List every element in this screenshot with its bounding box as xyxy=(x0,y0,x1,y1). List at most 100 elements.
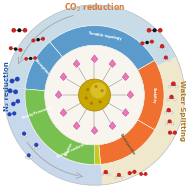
Polygon shape xyxy=(55,91,62,98)
Polygon shape xyxy=(127,91,134,98)
Circle shape xyxy=(16,99,20,104)
Circle shape xyxy=(20,135,23,137)
Wedge shape xyxy=(138,60,164,130)
Circle shape xyxy=(86,88,89,91)
Polygon shape xyxy=(73,122,80,129)
Circle shape xyxy=(4,5,185,185)
Circle shape xyxy=(101,89,104,92)
Circle shape xyxy=(31,39,35,43)
Circle shape xyxy=(117,173,121,177)
Circle shape xyxy=(18,48,22,52)
Circle shape xyxy=(164,48,167,50)
Wedge shape xyxy=(50,26,155,70)
Circle shape xyxy=(45,45,144,145)
Circle shape xyxy=(27,153,31,157)
Polygon shape xyxy=(73,60,80,67)
Circle shape xyxy=(115,176,117,179)
Circle shape xyxy=(7,112,12,116)
Circle shape xyxy=(12,111,16,115)
Circle shape xyxy=(147,28,151,33)
Circle shape xyxy=(101,174,104,176)
Circle shape xyxy=(11,28,16,33)
Circle shape xyxy=(157,48,160,50)
Circle shape xyxy=(162,59,164,61)
Circle shape xyxy=(171,81,176,86)
Circle shape xyxy=(15,77,20,81)
Text: Adsorption: Adsorption xyxy=(33,58,50,76)
Circle shape xyxy=(79,79,110,111)
Circle shape xyxy=(94,85,98,88)
Circle shape xyxy=(22,132,26,136)
Circle shape xyxy=(108,174,110,176)
Circle shape xyxy=(13,89,18,94)
Wedge shape xyxy=(25,89,94,165)
Polygon shape xyxy=(109,60,116,67)
Text: Reaction: Reaction xyxy=(64,141,74,156)
Circle shape xyxy=(164,56,168,60)
Circle shape xyxy=(158,28,163,33)
Circle shape xyxy=(11,102,15,106)
Polygon shape xyxy=(91,55,98,63)
Wedge shape xyxy=(99,120,155,164)
Circle shape xyxy=(160,44,164,48)
Circle shape xyxy=(32,146,35,148)
Circle shape xyxy=(140,41,144,45)
Circle shape xyxy=(104,170,108,174)
Circle shape xyxy=(165,123,168,125)
Circle shape xyxy=(153,28,157,32)
Circle shape xyxy=(132,170,136,174)
Circle shape xyxy=(167,98,169,101)
Circle shape xyxy=(25,156,27,158)
Circle shape xyxy=(98,100,102,103)
Circle shape xyxy=(172,123,174,125)
Polygon shape xyxy=(91,126,98,134)
Circle shape xyxy=(9,46,13,50)
Circle shape xyxy=(28,157,30,160)
Circle shape xyxy=(85,97,88,100)
Wedge shape xyxy=(25,26,157,95)
Circle shape xyxy=(128,171,132,175)
Circle shape xyxy=(90,102,93,105)
Circle shape xyxy=(36,38,40,41)
Circle shape xyxy=(23,28,27,33)
Text: Stability: Stability xyxy=(152,87,156,103)
Wedge shape xyxy=(94,66,164,164)
Text: Electrical conductivity: Electrical conductivity xyxy=(56,141,89,159)
Text: N₂ reduction: N₂ reduction xyxy=(4,61,10,111)
Circle shape xyxy=(41,37,45,41)
Polygon shape xyxy=(122,109,129,116)
Circle shape xyxy=(167,108,171,112)
Circle shape xyxy=(168,119,172,123)
Circle shape xyxy=(164,112,167,114)
Circle shape xyxy=(30,156,32,158)
Text: Decomposition: Decomposition xyxy=(118,133,135,156)
Circle shape xyxy=(168,85,171,88)
Text: Porosity/Permeability: Porosity/Permeability xyxy=(21,105,54,120)
Wedge shape xyxy=(41,127,101,165)
Text: Tunable topology: Tunable topology xyxy=(88,31,122,41)
Polygon shape xyxy=(60,109,67,116)
Circle shape xyxy=(34,143,38,147)
Circle shape xyxy=(8,88,12,93)
Circle shape xyxy=(139,172,143,176)
Circle shape xyxy=(90,82,106,98)
Circle shape xyxy=(174,98,176,101)
Polygon shape xyxy=(60,73,67,81)
Circle shape xyxy=(10,79,14,83)
Wedge shape xyxy=(4,87,102,185)
Wedge shape xyxy=(25,42,63,91)
Circle shape xyxy=(26,135,28,137)
Text: Water Splitting: Water Splitting xyxy=(179,80,185,141)
Circle shape xyxy=(176,85,178,88)
Circle shape xyxy=(38,146,40,148)
Wedge shape xyxy=(94,57,185,185)
Circle shape xyxy=(35,147,37,150)
Polygon shape xyxy=(122,73,129,81)
Circle shape xyxy=(17,28,21,32)
Circle shape xyxy=(150,40,154,44)
Circle shape xyxy=(171,112,173,114)
Circle shape xyxy=(33,56,37,60)
Circle shape xyxy=(145,41,149,44)
Wedge shape xyxy=(25,89,101,165)
Circle shape xyxy=(173,131,177,135)
